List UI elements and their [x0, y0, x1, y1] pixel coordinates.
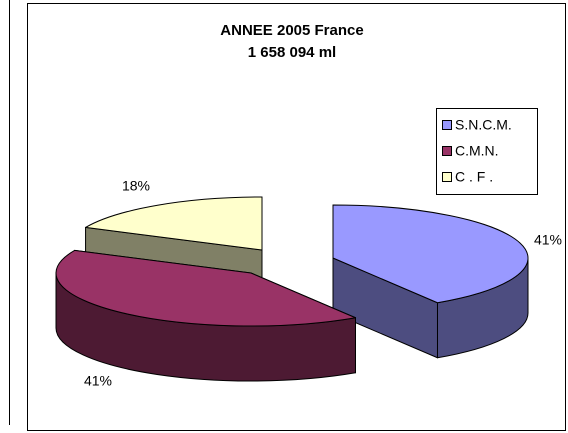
slice	[85, 196, 263, 251]
legend-label: C . F .	[455, 169, 493, 185]
pie: 41% 41% 18%	[55, 178, 562, 389]
legend-label: S.N.C.M.	[455, 117, 512, 133]
chart-subtitle: 1 658 094 ml	[248, 44, 336, 61]
data-label: 41%	[84, 373, 112, 389]
data-label: 18%	[122, 178, 150, 194]
legend: S.N.C.M. C.M.N. C . F .	[436, 108, 538, 195]
data-label: 41%	[534, 232, 562, 248]
legend-box	[436, 108, 538, 195]
legend-label: C.M.N.	[455, 143, 499, 159]
legend-swatch	[442, 120, 452, 130]
chart-title: ANNEE 2005 France	[220, 22, 363, 39]
legend-swatch	[442, 172, 452, 182]
legend-swatch	[442, 146, 452, 156]
slice	[55, 249, 356, 327]
slice	[332, 204, 529, 304]
